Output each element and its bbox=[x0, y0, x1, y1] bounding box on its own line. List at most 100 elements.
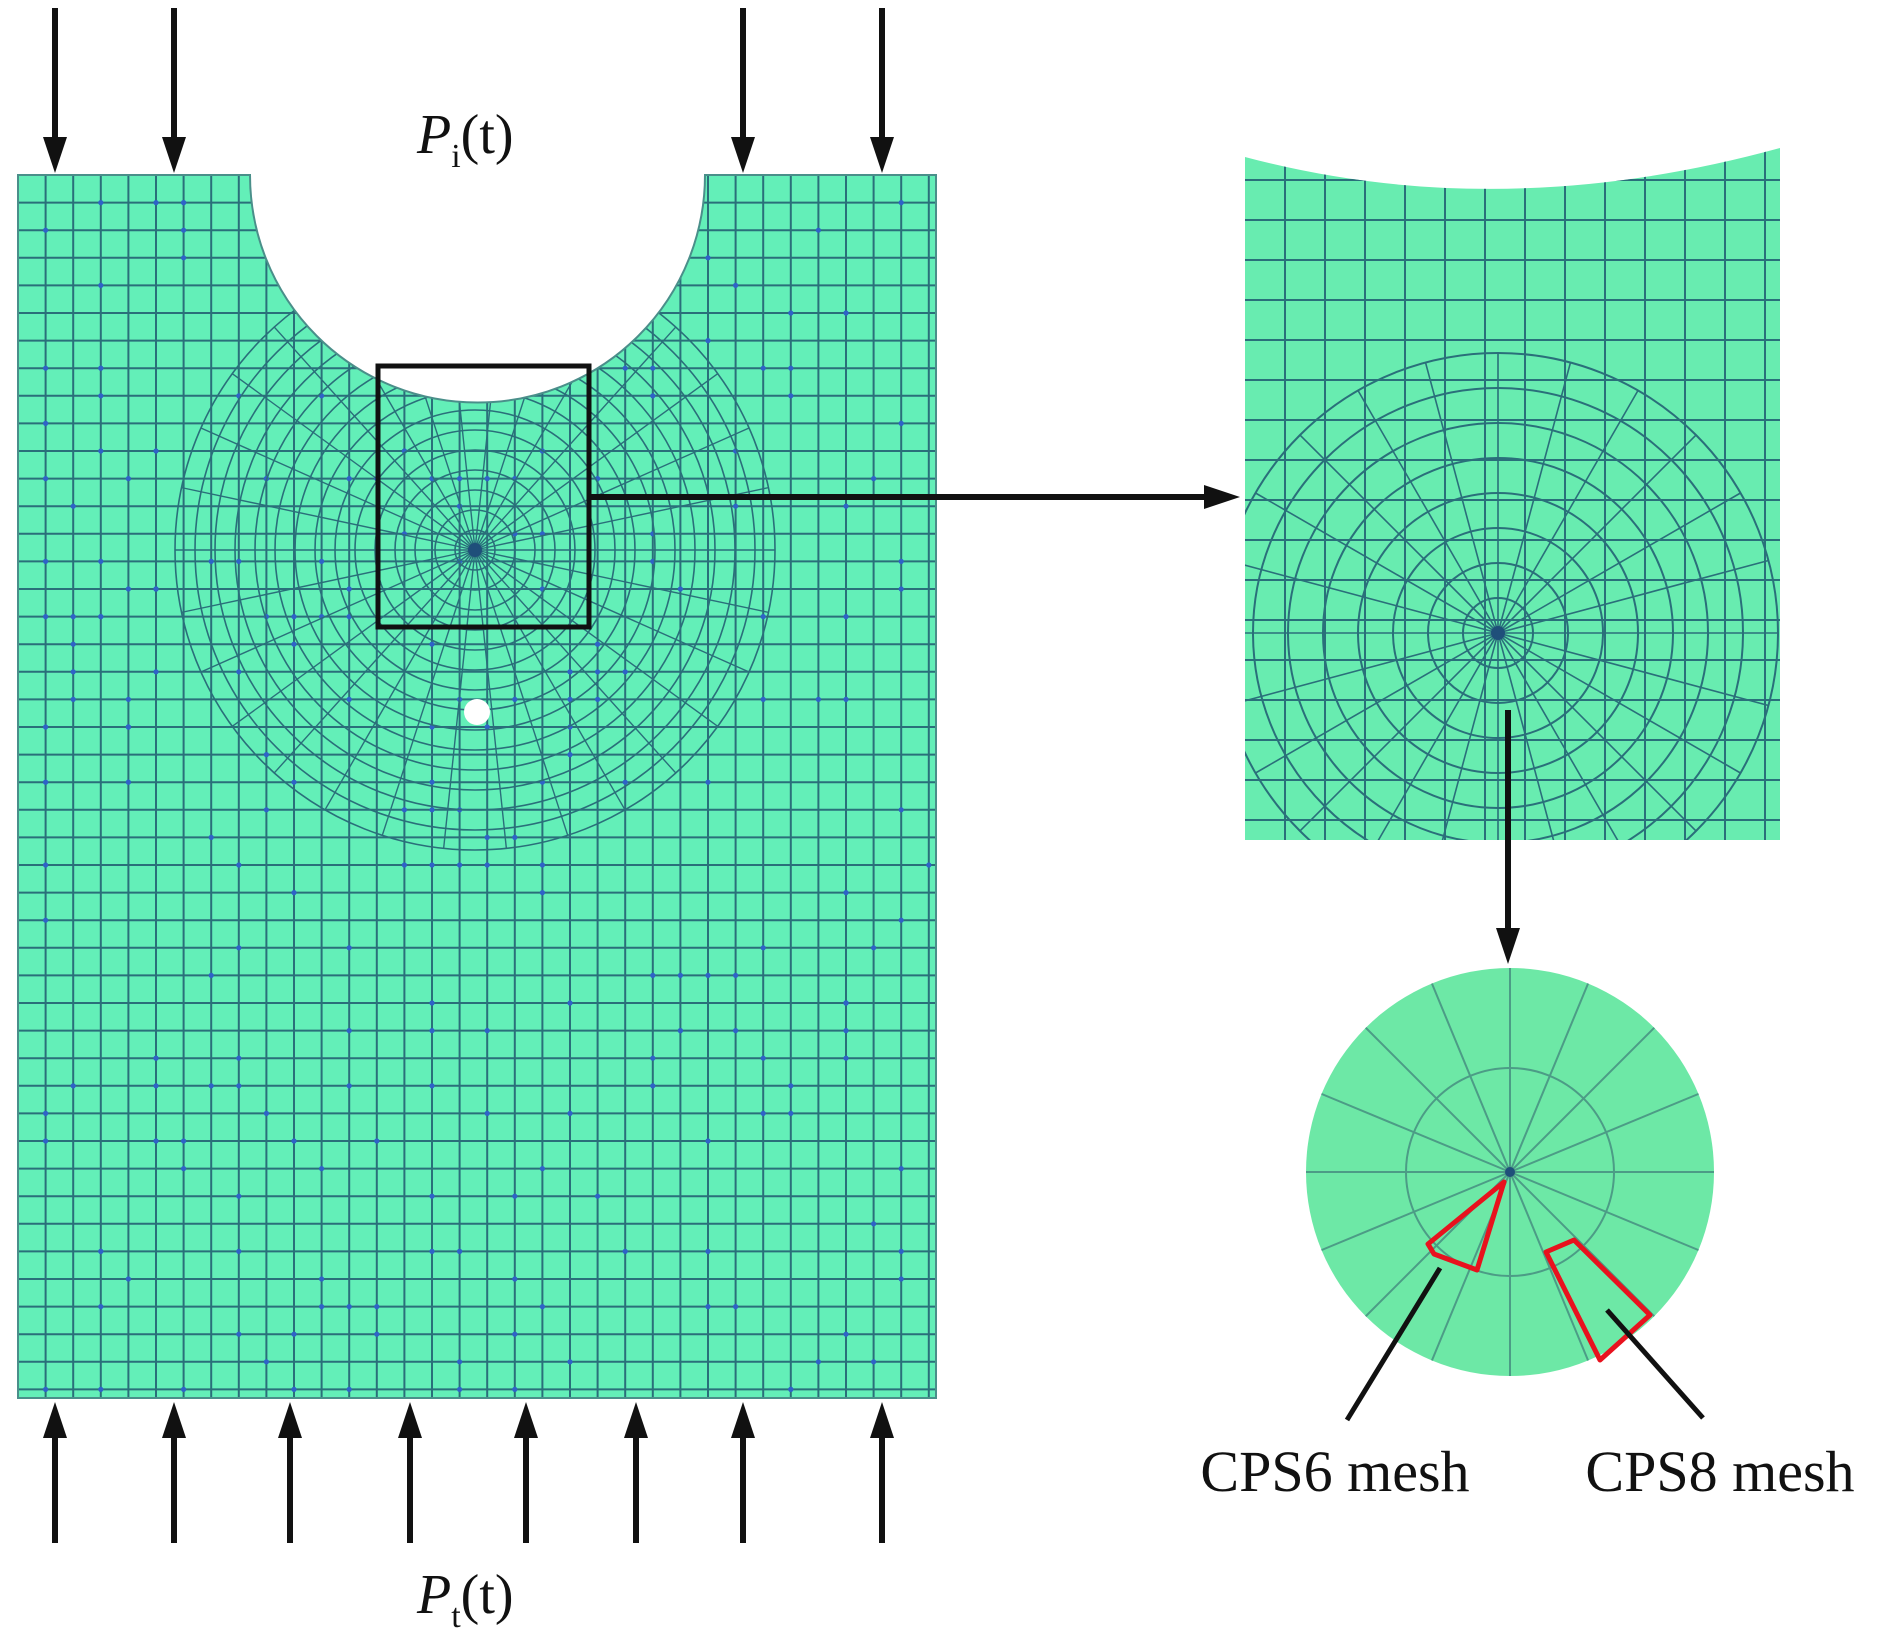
mesh-node bbox=[43, 558, 49, 565]
detail-spoke bbox=[1428, 977, 1511, 1173]
mesh-spoke bbox=[474, 549, 677, 774]
mesh-node bbox=[263, 1110, 269, 1116]
mesh-node bbox=[429, 282, 435, 288]
mesh-node bbox=[429, 1000, 435, 1006]
mesh-node bbox=[153, 586, 159, 592]
mesh-node bbox=[457, 1359, 463, 1365]
mesh-node bbox=[43, 614, 49, 620]
mesh-node bbox=[429, 807, 435, 813]
mesh-node bbox=[677, 972, 684, 979]
top-load-arrow bbox=[162, 8, 186, 173]
mesh-node bbox=[98, 558, 104, 565]
mesh-node bbox=[291, 614, 297, 620]
top-load-arrow bbox=[731, 8, 755, 173]
mesh-node bbox=[98, 614, 104, 620]
zoom-crack-tip-node bbox=[1491, 626, 1505, 640]
mesh-node bbox=[622, 200, 628, 206]
mesh-node bbox=[760, 614, 766, 620]
detail-spoke bbox=[1509, 1022, 1660, 1173]
detail-arrow bbox=[1496, 710, 1520, 964]
zoom-mesh-spoke bbox=[1424, 632, 1499, 840]
mesh-node bbox=[622, 282, 628, 288]
mesh-node bbox=[512, 1276, 518, 1282]
cps6-label: CPS6 mesh bbox=[1200, 1439, 1469, 1504]
mesh-node bbox=[677, 1028, 684, 1034]
mesh-node bbox=[898, 1166, 904, 1172]
mesh-node bbox=[595, 696, 601, 703]
mesh-node bbox=[898, 200, 904, 206]
mesh-node bbox=[181, 1138, 187, 1144]
mesh-node bbox=[760, 945, 766, 951]
mesh-spoke bbox=[273, 549, 476, 774]
detail-spoke bbox=[1509, 1171, 1592, 1367]
mesh-spoke bbox=[200, 427, 476, 551]
mesh-spoke bbox=[474, 549, 508, 849]
mesh-node bbox=[484, 1028, 490, 1034]
mesh-node bbox=[374, 1138, 380, 1144]
mesh-node bbox=[595, 1193, 601, 1199]
mesh-node bbox=[43, 227, 49, 233]
mesh-node bbox=[43, 420, 49, 426]
mesh-node bbox=[291, 1138, 297, 1144]
mesh-node bbox=[539, 862, 546, 868]
mesh-node bbox=[843, 1000, 849, 1006]
mesh-node bbox=[871, 1359, 877, 1365]
hole bbox=[464, 699, 490, 725]
mesh-node bbox=[181, 227, 187, 233]
mesh-node bbox=[650, 1055, 656, 1061]
zoom-mesh-spoke bbox=[1497, 390, 1639, 634]
label-leaders bbox=[1344, 1266, 1705, 1422]
bottom-load-arrow bbox=[162, 1402, 186, 1543]
detail-spoke bbox=[1315, 1090, 1511, 1173]
mesh-node bbox=[871, 476, 877, 482]
mesh-node bbox=[788, 1110, 794, 1116]
detail-spoke bbox=[1315, 1171, 1511, 1254]
mesh-node bbox=[484, 476, 490, 482]
mesh-node bbox=[788, 310, 794, 316]
mesh-node bbox=[153, 200, 159, 206]
mesh-node bbox=[457, 1248, 463, 1254]
mesh-node bbox=[429, 1028, 435, 1034]
mesh-node bbox=[484, 724, 490, 730]
mesh-spoke bbox=[442, 549, 476, 849]
mesh-node bbox=[401, 862, 407, 868]
mesh-node bbox=[70, 641, 76, 647]
mesh-node bbox=[539, 1166, 546, 1172]
mesh-node bbox=[484, 255, 490, 261]
zoom-mesh-spoke bbox=[1497, 434, 1697, 634]
mesh-node bbox=[346, 945, 352, 951]
mesh-spoke bbox=[474, 549, 769, 614]
mesh-node bbox=[70, 696, 76, 703]
mesh-node bbox=[429, 1193, 435, 1199]
mesh-node bbox=[319, 200, 325, 206]
mesh-node bbox=[843, 503, 849, 509]
mesh-node bbox=[705, 255, 711, 261]
mesh-node bbox=[567, 1000, 573, 1006]
mesh-node bbox=[125, 696, 131, 703]
mesh-node bbox=[898, 1248, 904, 1254]
mesh-node bbox=[70, 669, 76, 675]
mesh-node bbox=[512, 255, 518, 261]
mesh-node bbox=[125, 724, 131, 730]
cps8-element-highlight bbox=[1543, 1237, 1653, 1363]
mesh-node bbox=[843, 1331, 849, 1337]
specimen-body bbox=[18, 175, 936, 1398]
mesh-node bbox=[346, 476, 352, 482]
mesh-spoke bbox=[231, 549, 476, 727]
mesh-node bbox=[98, 282, 104, 288]
zoom-mesh-spoke bbox=[1245, 559, 1499, 634]
mesh-node bbox=[650, 365, 656, 371]
mesh-node bbox=[457, 1386, 463, 1392]
zoom-mesh-spoke bbox=[1255, 632, 1499, 774]
mesh-spoke bbox=[474, 373, 719, 551]
mesh-node bbox=[595, 310, 601, 316]
mesh-node bbox=[898, 917, 904, 923]
zoom-mesh-spoke bbox=[1357, 390, 1499, 634]
mesh-node bbox=[236, 1331, 242, 1337]
mesh-node bbox=[429, 282, 435, 288]
mesh-node bbox=[622, 365, 628, 371]
mesh-node bbox=[401, 310, 407, 316]
mesh-node bbox=[512, 834, 518, 841]
mesh-node bbox=[595, 641, 601, 647]
mesh-node bbox=[319, 558, 325, 565]
